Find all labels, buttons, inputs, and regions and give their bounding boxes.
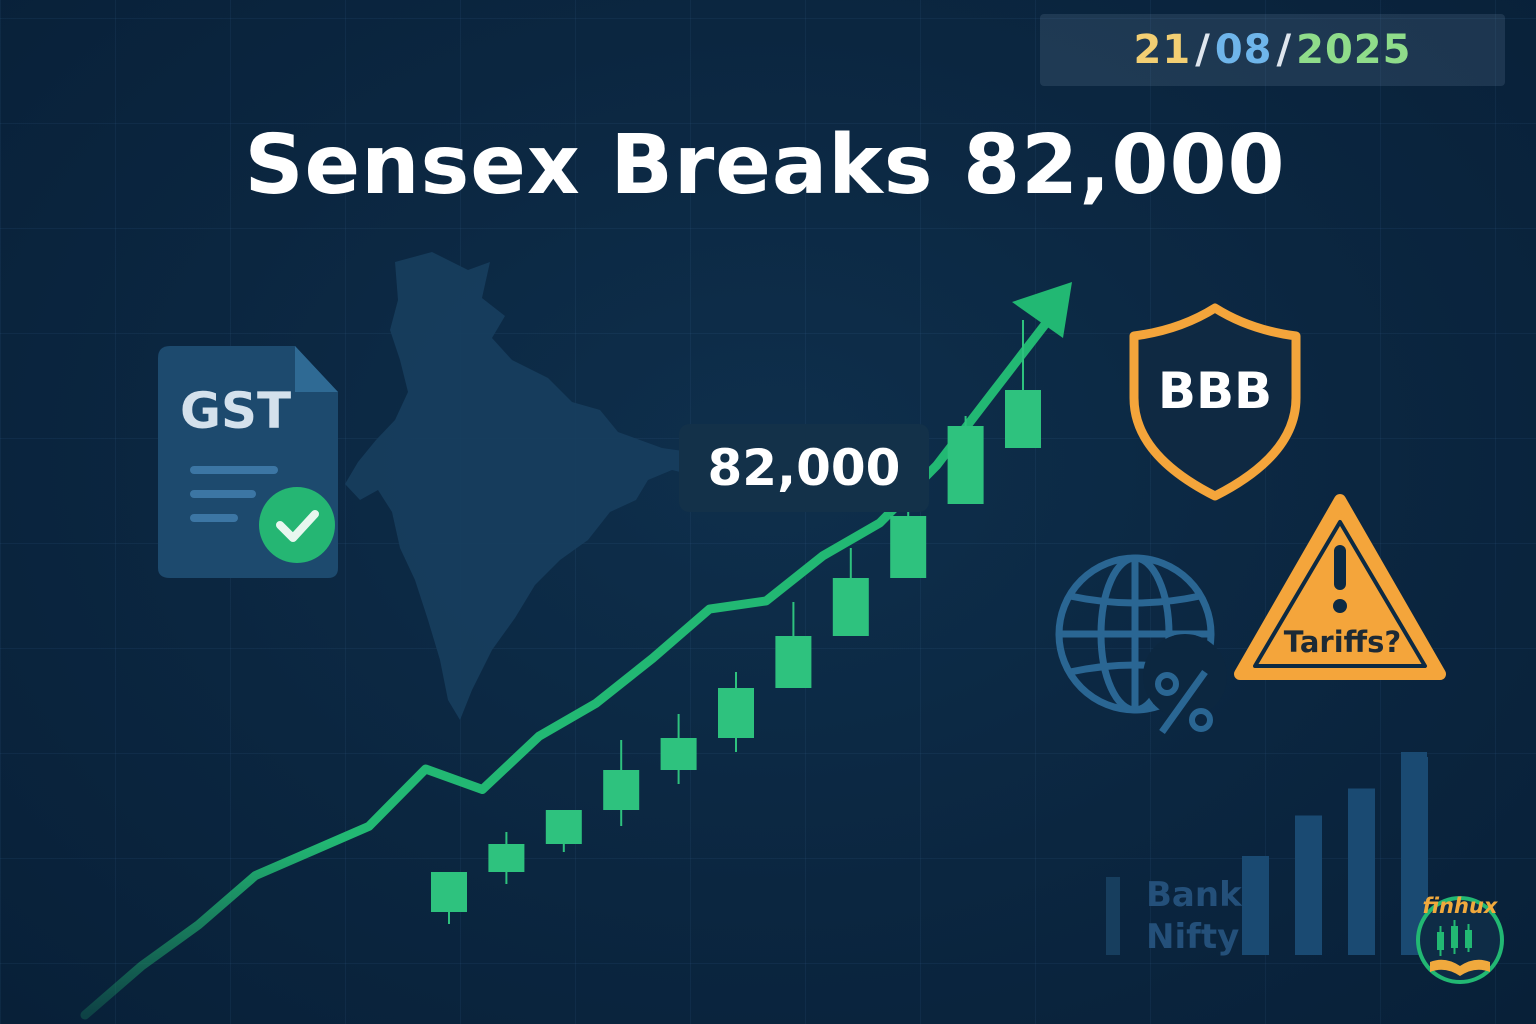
date-month: 08 [1214, 27, 1273, 73]
candle-body [660, 738, 697, 770]
percent-icon [1143, 634, 1227, 735]
candle-body [1005, 390, 1041, 448]
gst-label: GST [180, 382, 292, 440]
check-circle-icon [259, 487, 335, 563]
bank-nifty-label: Bank Nifty [1146, 874, 1276, 958]
date-badge: 21 / 08 / 2025 [1040, 14, 1505, 86]
bank-nifty-bar [1295, 815, 1322, 955]
finhux-logo [1416, 896, 1504, 984]
date-separator: / [1195, 27, 1211, 73]
index-value-label: 82,000 [679, 424, 929, 512]
candle-body [603, 770, 640, 810]
candle-body [488, 844, 525, 872]
candle-body [775, 636, 812, 688]
candlestick-series [431, 320, 1041, 924]
tariffs-label: Tariffs? [1283, 625, 1402, 659]
trend-arrow-head [1012, 282, 1072, 338]
candle-body [545, 810, 582, 844]
candle-body [947, 426, 984, 504]
gst-document-icon [158, 346, 338, 578]
date-separator: / [1276, 27, 1293, 73]
candle-body [431, 872, 467, 912]
shield-icon [1129, 303, 1301, 501]
date-day: 21 [1133, 27, 1192, 73]
rating-label: BBB [1157, 362, 1273, 420]
candle-body [832, 578, 869, 636]
bank-nifty-bar [1242, 856, 1269, 955]
date-year: 2025 [1296, 27, 1412, 73]
candle-body [718, 688, 754, 738]
bank-nifty-line2: Nifty [1146, 917, 1240, 957]
warning-triangle-icon [1234, 494, 1446, 680]
headline: Sensex Breaks 82,000 [244, 118, 1286, 213]
candle-body [890, 516, 927, 578]
trend-line [80, 313, 1055, 1020]
brand-name: finhux [1422, 894, 1498, 918]
india-map-silhouette [345, 252, 730, 720]
bank-nifty-bar [1348, 788, 1375, 955]
bank-nifty-line1: Bank [1146, 875, 1242, 915]
bank-nifty-bar [1106, 877, 1120, 955]
